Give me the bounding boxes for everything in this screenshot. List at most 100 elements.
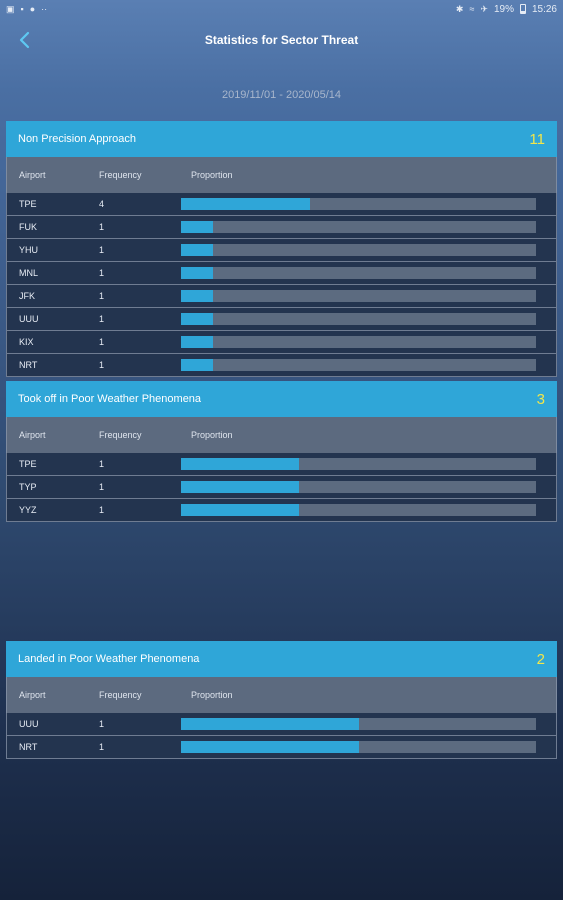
table-row[interactable]: MNL 1 bbox=[6, 262, 557, 285]
section-header[interactable]: Landed in Poor Weather Phenomena 2 bbox=[6, 641, 557, 677]
airport-code: UUU bbox=[19, 314, 39, 324]
chevron-left-icon bbox=[19, 31, 30, 49]
airport-code: TPE bbox=[19, 459, 37, 469]
more-notifications-icon: ·· bbox=[41, 4, 48, 14]
section-count: 11 bbox=[529, 130, 545, 148]
proportion-bar-track bbox=[181, 718, 536, 730]
column-frequency: Frequency bbox=[99, 690, 142, 700]
table-header: Airport Frequency Proportion bbox=[6, 417, 557, 453]
airport-code: TYP bbox=[19, 482, 37, 492]
proportion-bar-fill bbox=[181, 359, 214, 371]
table-row[interactable]: UUU 1 bbox=[6, 713, 557, 736]
clock: 15:26 bbox=[531, 3, 557, 15]
airport-code: NRT bbox=[19, 360, 38, 370]
table-row[interactable]: TYP 1 bbox=[6, 476, 557, 499]
table-row[interactable]: TPE 4 bbox=[6, 193, 557, 216]
airport-code: YHU bbox=[19, 245, 39, 255]
wifi-icon: ≈ bbox=[469, 4, 475, 14]
proportion-bar-track bbox=[181, 290, 536, 302]
frequency-value: 1 bbox=[99, 245, 105, 255]
frequency-value: 1 bbox=[99, 291, 105, 301]
proportion-bar-track bbox=[181, 741, 536, 753]
frequency-value: 1 bbox=[99, 337, 105, 347]
table-row[interactable]: FUK 1 bbox=[6, 216, 557, 239]
table-row[interactable]: YYZ 1 bbox=[6, 499, 557, 522]
column-airport: Airport bbox=[19, 430, 46, 440]
section-title: Landed in Poor Weather Phenomena bbox=[18, 653, 200, 665]
table-row[interactable]: NRT 1 bbox=[6, 736, 557, 759]
proportion-bar-track bbox=[181, 458, 536, 470]
proportion-bar-track bbox=[181, 336, 536, 348]
proportion-bar-fill bbox=[181, 481, 300, 493]
frequency-value: 1 bbox=[99, 719, 105, 729]
airport-code: NRT bbox=[19, 742, 38, 752]
table-rows: TPE 1 TYP 1 YYZ 1 bbox=[6, 453, 557, 522]
section-landed-poor-weather: Landed in Poor Weather Phenomena 2 Airpo… bbox=[6, 641, 557, 759]
column-frequency: Frequency bbox=[99, 170, 142, 180]
airport-code: KIX bbox=[19, 337, 34, 347]
proportion-bar-fill bbox=[181, 313, 214, 325]
page-title: Statistics for Sector Threat bbox=[204, 33, 359, 47]
table-header: Airport Frequency Proportion bbox=[6, 157, 557, 193]
proportion-cell bbox=[181, 244, 556, 256]
proportion-bar-fill bbox=[181, 336, 214, 348]
proportion-cell bbox=[181, 198, 556, 210]
back-button[interactable] bbox=[12, 28, 36, 52]
proportion-bar-track bbox=[181, 221, 536, 233]
proportion-bar-fill bbox=[181, 718, 359, 730]
section-count: 2 bbox=[536, 650, 545, 668]
proportion-bar-fill bbox=[181, 458, 300, 470]
table-body[interactable]: TPE 4 FUK 1 YHU 1 MNL 1 JFK 1 UUU 1 KIX 1 NRT 1 bbox=[6, 193, 557, 441]
proportion-cell bbox=[181, 718, 556, 730]
table-row[interactable]: KIX 1 bbox=[6, 331, 557, 354]
proportion-bar-track bbox=[181, 359, 536, 371]
proportion-bar-track bbox=[181, 244, 536, 256]
table-row[interactable]: NRT 1 bbox=[6, 354, 557, 377]
proportion-cell bbox=[181, 313, 556, 325]
frequency-value: 1 bbox=[99, 742, 105, 752]
section-header[interactable]: Non Precision Approach 11 bbox=[6, 121, 557, 157]
table-row[interactable]: UUU 1 bbox=[6, 308, 557, 331]
proportion-cell bbox=[181, 336, 556, 348]
proportion-bar-fill bbox=[181, 504, 300, 516]
table-row[interactable]: TPE 1 bbox=[6, 453, 557, 476]
battery-icon bbox=[519, 4, 526, 14]
proportion-cell bbox=[181, 267, 556, 279]
frequency-value: 1 bbox=[99, 459, 105, 469]
status-bar: ▣ ▪ ● ·· ✱ ≈ ✈ 19% 15:26 bbox=[0, 0, 563, 18]
table-header: Airport Frequency Proportion bbox=[6, 677, 557, 713]
proportion-bar-fill bbox=[181, 290, 214, 302]
proportion-bar-track bbox=[181, 504, 536, 516]
airport-code: JFK bbox=[19, 291, 36, 301]
column-frequency: Frequency bbox=[99, 430, 142, 440]
proportion-cell bbox=[181, 359, 556, 371]
proportion-cell bbox=[181, 504, 556, 516]
airport-code: FUK bbox=[19, 222, 37, 232]
column-proportion: Proportion bbox=[191, 690, 233, 700]
android-notification-icon: ● bbox=[29, 4, 36, 14]
column-airport: Airport bbox=[19, 170, 46, 180]
airport-code: UUU bbox=[19, 719, 39, 729]
airport-code: MNL bbox=[19, 268, 39, 278]
section-non-precision-approach: Non Precision Approach 11 Airport Freque… bbox=[6, 121, 557, 441]
battery-level: 19% bbox=[493, 3, 514, 15]
date-range: 2019/11/01 - 2020/05/14 bbox=[221, 89, 342, 101]
proportion-bar-track bbox=[181, 198, 536, 210]
airport-code: YYZ bbox=[19, 505, 37, 515]
proportion-bar-track bbox=[181, 267, 536, 279]
proportion-bar-track bbox=[181, 313, 536, 325]
proportion-bar-fill bbox=[181, 244, 214, 256]
section-header[interactable]: Took off in Poor Weather Phenomena 3 bbox=[6, 381, 557, 417]
frequency-value: 1 bbox=[99, 482, 105, 492]
airport-code: TPE bbox=[19, 199, 37, 209]
frequency-value: 1 bbox=[99, 222, 105, 232]
section-title: Took off in Poor Weather Phenomena bbox=[18, 393, 202, 405]
table-row[interactable]: YHU 1 bbox=[6, 239, 557, 262]
table-row[interactable]: JFK 1 bbox=[6, 285, 557, 308]
proportion-bar-track bbox=[181, 481, 536, 493]
proportion-bar-fill bbox=[181, 198, 311, 210]
airplane-mode-icon: ✈ bbox=[480, 3, 488, 14]
frequency-value: 1 bbox=[99, 505, 105, 515]
frequency-value: 1 bbox=[99, 360, 105, 370]
proportion-cell bbox=[181, 290, 556, 302]
